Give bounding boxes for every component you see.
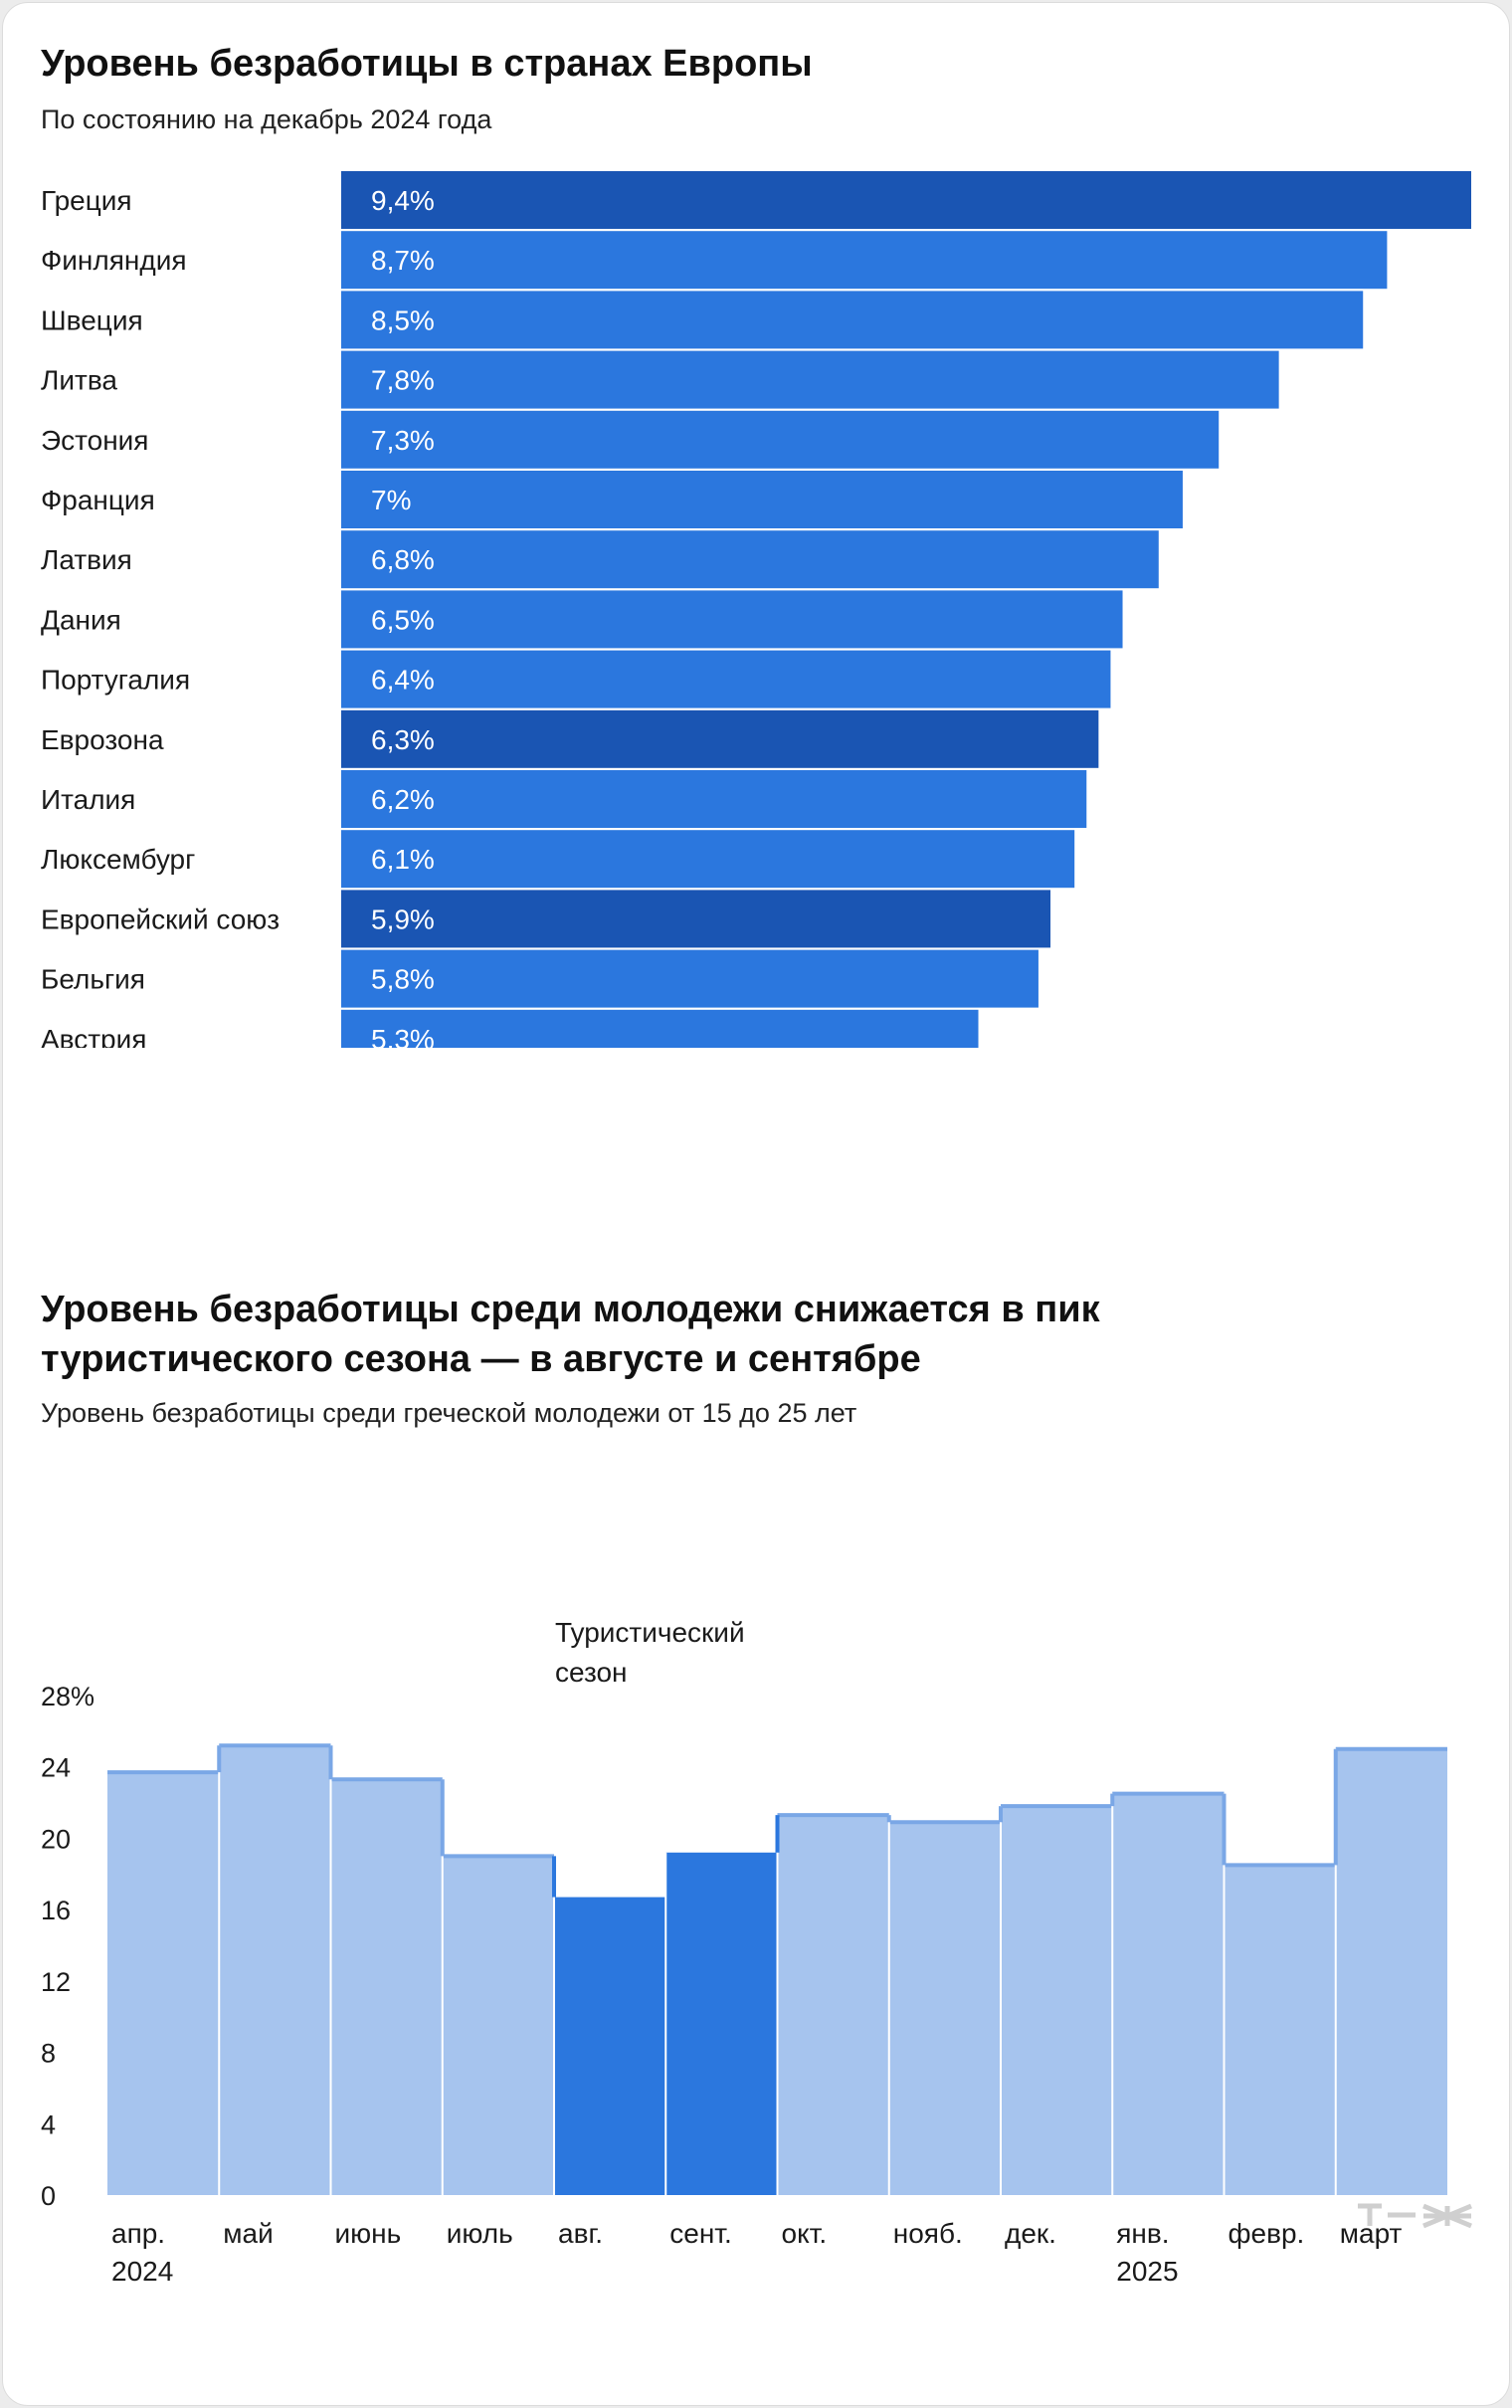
- y-tick-label: 24: [41, 1753, 71, 1783]
- brand-logo: [1358, 2203, 1472, 2229]
- bar-value-label: 6,2%: [371, 784, 435, 815]
- bar-category-label: Бельгия: [41, 964, 145, 995]
- bar-category-label: Дания: [41, 604, 121, 635]
- column-11: [1335, 1748, 1447, 2195]
- bar-2: [341, 291, 1364, 349]
- y-tick-label: 12: [41, 1967, 71, 1997]
- bar-category-label: Литва: [41, 365, 117, 396]
- chart-subtitle-1: По состоянию на декабрь 2024 года: [41, 104, 492, 134]
- bar-7: [341, 590, 1123, 649]
- column-8: [1001, 1806, 1113, 2195]
- bar-13: [341, 949, 1039, 1008]
- bar-value-label: 8,7%: [371, 245, 435, 276]
- bar-1: [341, 231, 1388, 290]
- column-0: [107, 1772, 220, 2195]
- bar-10: [341, 770, 1087, 828]
- y-tick-label: 4: [41, 2109, 56, 2139]
- chart-subtitle-2: Уровень безработицы среди греческой моло…: [41, 1398, 857, 1428]
- bar-category-label: Эстония: [41, 425, 148, 456]
- bar-14: [341, 1009, 979, 1048]
- bar-value-label: 7,3%: [371, 425, 435, 456]
- column-6: [777, 1815, 889, 2195]
- bar-12: [341, 890, 1051, 948]
- bar-11: [341, 830, 1075, 889]
- y-tick-label: 28%: [41, 1682, 94, 1711]
- column-10: [1224, 1865, 1336, 2195]
- x-tick-label: июль: [447, 2218, 513, 2249]
- bar-category-label: Люксембург: [41, 844, 195, 875]
- bar-value-label: 5,9%: [371, 903, 435, 934]
- bar-category-label: Европейский союз: [41, 903, 280, 934]
- bar-category-label: Австрия: [41, 1024, 146, 1048]
- x-tick-label: май: [223, 2218, 273, 2249]
- bar-8: [341, 650, 1111, 708]
- bar-category-label: Швеция: [41, 304, 143, 335]
- column-5: [665, 1852, 778, 2195]
- chart-title-1: Уровень безработицы в странах Европы: [41, 43, 813, 85]
- bar-5: [341, 471, 1183, 528]
- bar-value-label: 7,8%: [371, 365, 435, 396]
- column-2: [330, 1779, 443, 2195]
- bar-value-label: 5,3%: [371, 1024, 435, 1048]
- column-7: [888, 1822, 1001, 2195]
- column-1: [219, 1745, 331, 2195]
- bar-category-label: Италия: [41, 784, 135, 815]
- bar-category-label: Финляндия: [41, 245, 187, 276]
- bar-category-label: Греция: [41, 185, 132, 216]
- bar-category-label: Португалия: [41, 665, 190, 696]
- x-tick-label: 2024: [111, 2256, 173, 2287]
- x-tick-label: сент.: [669, 2218, 732, 2249]
- bar-value-label: 6,5%: [371, 604, 435, 635]
- x-tick-label: дек.: [1005, 2218, 1056, 2249]
- x-tick-label: апр.: [111, 2218, 165, 2249]
- y-tick-label: 0: [41, 2181, 56, 2211]
- bar-value-label: 6,4%: [371, 665, 435, 696]
- bar-category-label: Латвия: [41, 544, 132, 575]
- x-tick-label: февр.: [1228, 2218, 1305, 2249]
- x-tick-label: окт.: [782, 2218, 828, 2249]
- y-tick-label: 8: [41, 2039, 56, 2069]
- tourist-season-annotation: Туристический: [555, 1617, 745, 1648]
- country-bar-chart: Греция 9,4% Финляндия 8,7% Швеция 8,5% Литва 7,…: [41, 171, 1471, 1048]
- x-tick-label: авг.: [558, 2218, 603, 2249]
- bar-value-label: 5,8%: [371, 964, 435, 995]
- column-9: [1112, 1793, 1225, 2195]
- x-tick-label: нояб.: [893, 2218, 963, 2249]
- bar-value-label: 6,3%: [371, 724, 435, 755]
- column-3: [442, 1856, 554, 2195]
- bar-value-label: 6,8%: [371, 544, 435, 575]
- bar-value-label: 9,4%: [371, 185, 435, 216]
- x-tick-label: янв.: [1116, 2218, 1169, 2249]
- bar-9: [341, 709, 1099, 768]
- bar-6: [341, 530, 1159, 589]
- column-4: [554, 1897, 666, 2195]
- bar-category-label: Франция: [41, 485, 155, 515]
- bar-value-label: 7%: [371, 485, 411, 515]
- bar-value-label: 8,5%: [371, 304, 435, 335]
- bar-value-label: 6,1%: [371, 844, 435, 875]
- tourist-season-annotation: сезон: [555, 1657, 628, 1688]
- chart-title-2: Уровень безработицы среди молодежи снижа…: [41, 1289, 1100, 1380]
- bar-0: [341, 171, 1471, 229]
- x-tick-label: июнь: [335, 2218, 402, 2249]
- bar-4: [341, 410, 1220, 469]
- y-tick-label: 16: [41, 1896, 71, 1925]
- bar-category-label: Еврозона: [41, 724, 164, 755]
- y-tick-label: 20: [41, 1824, 71, 1854]
- x-tick-label: 2025: [1116, 2256, 1178, 2287]
- bar-3: [341, 350, 1279, 409]
